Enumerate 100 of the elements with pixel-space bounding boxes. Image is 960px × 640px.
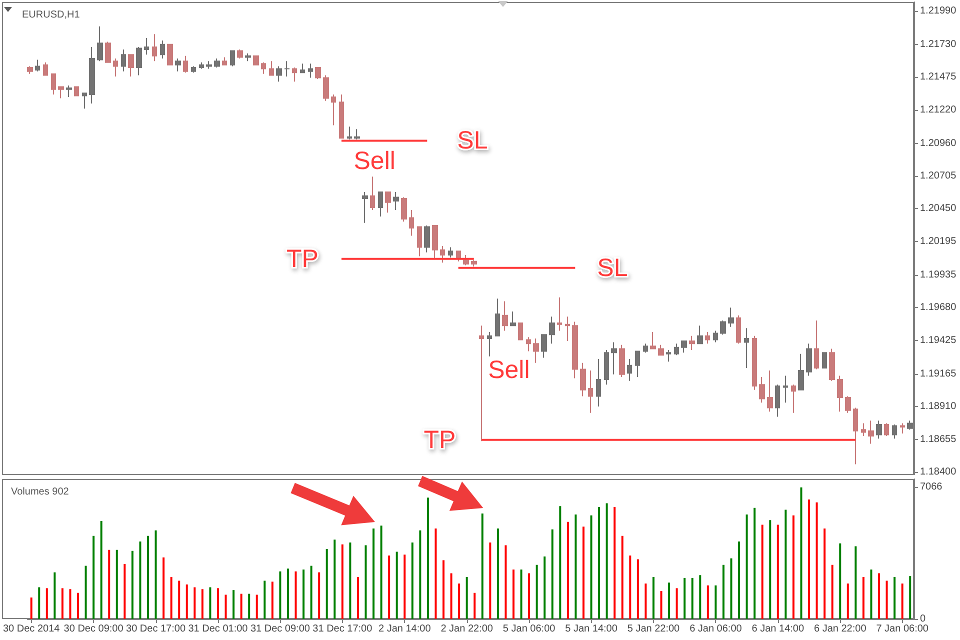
candlestick bbox=[557, 296, 562, 332]
bar bbox=[901, 584, 904, 619]
candlestick bbox=[136, 46, 142, 76]
candlestick bbox=[113, 58, 118, 77]
candlestick bbox=[806, 343, 812, 376]
y-tick-label: 1.20195 bbox=[920, 236, 957, 247]
bar bbox=[621, 536, 624, 619]
bar bbox=[536, 564, 538, 619]
bar bbox=[170, 577, 172, 619]
bar bbox=[46, 588, 48, 619]
candlestick bbox=[697, 325, 703, 344]
bar bbox=[706, 585, 709, 619]
bar bbox=[684, 578, 686, 619]
bar bbox=[754, 508, 756, 619]
bar bbox=[372, 528, 375, 619]
candlestick bbox=[167, 44, 173, 66]
candlestick bbox=[128, 54, 134, 77]
bar bbox=[714, 585, 717, 619]
series-label: TP bbox=[286, 244, 318, 273]
bar bbox=[629, 556, 632, 619]
x-tick-label: 6 Jan 06:00 bbox=[690, 624, 742, 634]
x-tick-label: 6 Jan 22:00 bbox=[814, 624, 867, 634]
candlestick bbox=[152, 34, 157, 62]
candlestick bbox=[900, 422, 905, 434]
bar bbox=[240, 594, 242, 619]
candlestick bbox=[354, 128, 360, 140]
x-tick-label: 5 Jan 14:00 bbox=[565, 624, 618, 634]
candlestick bbox=[27, 66, 33, 74]
candlestick bbox=[51, 73, 56, 95]
candlestick bbox=[822, 352, 827, 368]
x-tick-label: 5 Jan 06:00 bbox=[502, 624, 556, 634]
bar bbox=[761, 524, 764, 619]
candlestick bbox=[35, 59, 40, 72]
x-tick-label: 31 Dec 09:00 bbox=[250, 624, 310, 634]
bar bbox=[294, 571, 297, 619]
bar bbox=[846, 584, 849, 619]
candlestick bbox=[744, 328, 749, 368]
x-tick-label: 7 Jan 06:00 bbox=[876, 624, 929, 634]
candlestick bbox=[791, 384, 796, 414]
x-tick-label: 6 Jan 14:00 bbox=[752, 624, 804, 634]
candlestick bbox=[876, 420, 882, 440]
candlestick bbox=[487, 332, 492, 357]
bar bbox=[769, 520, 772, 619]
x-tick-label: 31 Dec 01:00 bbox=[188, 624, 248, 634]
candlestick bbox=[66, 84, 72, 98]
candlestick bbox=[199, 62, 204, 70]
candlestick bbox=[829, 348, 835, 382]
bar bbox=[326, 549, 328, 619]
candlestick bbox=[666, 350, 671, 362]
bar bbox=[598, 507, 600, 619]
x-tick-label: 30 Dec 17:00 bbox=[126, 624, 186, 634]
y-tick-label: 1.21730 bbox=[920, 38, 957, 50]
bar bbox=[84, 566, 87, 619]
bar bbox=[730, 558, 732, 619]
candlestick bbox=[339, 94, 344, 139]
candlestick bbox=[853, 407, 858, 465]
candlestick bbox=[347, 126, 352, 140]
bar bbox=[466, 577, 468, 619]
candlestick bbox=[456, 250, 461, 262]
bar bbox=[792, 515, 794, 619]
candlestick bbox=[565, 316, 570, 342]
x-tick-label: 2 Jan 14:00 bbox=[378, 624, 432, 634]
bar bbox=[279, 571, 282, 619]
candlestick bbox=[401, 196, 407, 222]
bar bbox=[302, 570, 305, 619]
candlestick bbox=[440, 245, 445, 264]
candlestick bbox=[206, 60, 212, 70]
candlestick bbox=[518, 322, 523, 340]
candlestick bbox=[121, 49, 126, 72]
candlestick bbox=[362, 192, 368, 224]
candlestick bbox=[604, 350, 609, 386]
candlestick bbox=[261, 62, 266, 74]
bar bbox=[800, 487, 802, 619]
bar bbox=[816, 502, 818, 619]
text: Volumes 902 bbox=[11, 486, 70, 498]
candlestick bbox=[315, 66, 321, 80]
candlestick bbox=[736, 314, 741, 344]
bar bbox=[419, 530, 422, 619]
bar bbox=[216, 588, 219, 619]
bar bbox=[232, 590, 235, 619]
candlestick bbox=[471, 260, 477, 268]
candlestick bbox=[432, 224, 438, 260]
bar bbox=[504, 545, 507, 619]
candlestick bbox=[650, 332, 656, 350]
bar bbox=[668, 582, 670, 619]
bar bbox=[878, 573, 880, 619]
y-tick-label: 1.21475 bbox=[920, 72, 957, 83]
bar bbox=[178, 580, 180, 619]
candlestick bbox=[292, 66, 297, 82]
candlestick bbox=[775, 384, 780, 418]
y-tick-label: 1.20705 bbox=[920, 170, 957, 182]
bar bbox=[139, 542, 142, 619]
bar bbox=[481, 514, 484, 619]
candlestick bbox=[588, 370, 593, 414]
bar bbox=[286, 568, 289, 619]
candlestick bbox=[74, 86, 79, 96]
candlestick bbox=[681, 340, 687, 354]
candlestick bbox=[596, 358, 601, 408]
candlestick bbox=[572, 321, 578, 379]
candlestick bbox=[97, 26, 103, 62]
